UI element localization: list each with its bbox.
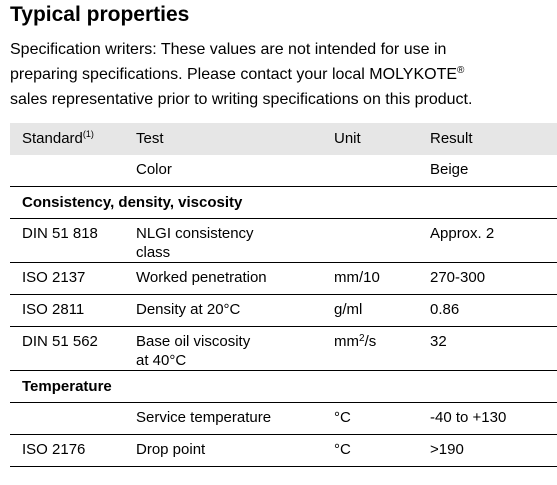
cell-result: 32 xyxy=(430,333,447,350)
cell-test: Drop point xyxy=(136,441,206,458)
cell-test: Base oil viscosity at 40°C xyxy=(136,332,326,370)
section-temperature-label: Temperature xyxy=(22,378,112,395)
cell-result: 0.86 xyxy=(430,301,460,318)
header-unit: Unit xyxy=(334,130,361,147)
cell-standard: DIN 51 818 xyxy=(22,225,98,242)
table-row-color: Color Beige xyxy=(10,155,557,187)
cell-result: Approx. 2 xyxy=(430,225,495,242)
table-row-nlgi: DIN 51 818 NLGI consistency class Approx… xyxy=(10,219,557,263)
intro-line-2-text: preparing specifications. Please contact… xyxy=(10,66,458,83)
intro-line-3: sales representative prior to writing sp… xyxy=(10,91,473,108)
cell-unit: mm/10 xyxy=(334,269,380,286)
cell-test: NLGI consistency class xyxy=(136,224,326,262)
cell-test-line-1: NLGI consistency xyxy=(136,225,254,242)
table-row-drop-point: ISO 2176 Drop point °C >190 xyxy=(10,435,557,467)
properties-table: Standard(1) Test Unit Result Color Beige… xyxy=(10,123,557,467)
cell-unit: g/ml xyxy=(334,301,363,318)
cell-result: -40 to +130 xyxy=(430,409,507,426)
cell-unit: mm2/s xyxy=(334,332,424,351)
section-consistency: Consistency, density, viscosity xyxy=(10,187,557,219)
cell-test-line-2: class xyxy=(136,244,171,261)
table-header-row: Standard(1) Test Unit Result xyxy=(10,123,557,155)
section-consistency-label: Consistency, density, viscosity xyxy=(22,194,243,211)
cell-test: Service temperature xyxy=(136,409,272,426)
cell-standard: ISO 2137 xyxy=(22,269,86,286)
page-title: Typical properties xyxy=(10,3,190,26)
cell-test: Color xyxy=(136,161,172,178)
header-standard: Standard(1) xyxy=(22,129,132,148)
header-result: Result xyxy=(430,130,473,147)
intro-line-1: Specification writers: These values are … xyxy=(10,41,447,58)
header-test: Test xyxy=(136,130,164,147)
cell-standard: ISO 2176 xyxy=(22,441,86,458)
table-row-viscosity: DIN 51 562 Base oil viscosity at 40°C mm… xyxy=(10,327,557,371)
cell-standard: DIN 51 562 xyxy=(22,333,98,350)
unit-after: /s xyxy=(364,333,377,350)
registered-mark: ® xyxy=(457,65,465,76)
cell-test: Worked penetration xyxy=(136,269,267,286)
cell-unit: °C xyxy=(334,441,351,458)
cell-result: Beige xyxy=(430,161,469,178)
cell-result: >190 xyxy=(430,441,464,458)
intro-paragraph: Specification writers: These values are … xyxy=(10,37,555,112)
table-row-density: ISO 2811 Density at 20°C g/ml 0.86 xyxy=(10,295,557,327)
cell-result: 270-300 xyxy=(430,269,486,286)
cell-test-line-1: Base oil viscosity xyxy=(136,333,251,350)
cell-standard: ISO 2811 xyxy=(22,301,85,318)
unit-base: mm xyxy=(334,333,359,350)
cell-test-line-2: at 40°C xyxy=(136,352,187,369)
footnote-marker: (1) xyxy=(82,129,94,139)
unit-exponent: 2 xyxy=(359,333,365,344)
section-temperature: Temperature xyxy=(10,371,557,403)
table-row-penetration: ISO 2137 Worked penetration mm/10 270-30… xyxy=(10,263,557,295)
header-standard-label: Standard xyxy=(22,130,83,147)
cell-test: Density at 20°C xyxy=(136,301,241,318)
table-row-service-temperature: Service temperature °C -40 to +130 xyxy=(10,403,557,435)
cell-unit: °C xyxy=(334,409,351,426)
intro-line-2: preparing specifications. Please contact… xyxy=(10,62,555,87)
